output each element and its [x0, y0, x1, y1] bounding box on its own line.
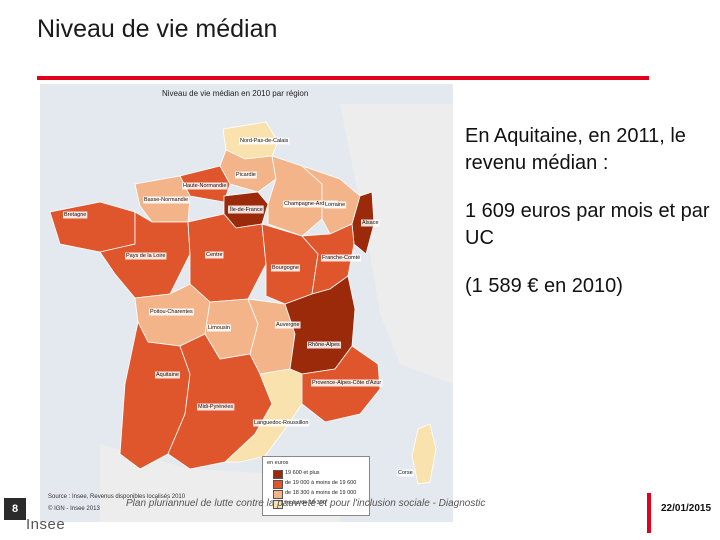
region-label-background [324, 201, 347, 209]
key-figure-intro: En Aquitaine, en 2011, le revenu médian … [465, 125, 686, 174]
key-figure-monthly: 1 609 euros par mois et par UC [465, 200, 710, 249]
region-label: Lorraine [325, 202, 345, 208]
key-figure-2010: (1 589 € en 2010) [465, 275, 623, 297]
title-divider [37, 76, 649, 80]
map-copyright: © IGN - Insee 2013 [48, 506, 100, 512]
region-label: Aquitaine [156, 372, 179, 378]
footer-text: Plan pluriannuel de lutte contre la pauv… [126, 498, 486, 509]
region-label-background [205, 251, 224, 259]
region-label-background [397, 469, 414, 477]
region-label: Bourgogne [272, 265, 299, 271]
insee-logo: Insee [26, 516, 66, 533]
footer-date: 22/01/2015 [661, 503, 712, 514]
region-label: Rhône-Alpes [308, 342, 340, 348]
region-label: Languedoc-Roussillon [254, 420, 308, 426]
legend-label: 19 600 et plus [285, 470, 320, 476]
legend-swatch [273, 500, 283, 509]
legend-swatch [273, 480, 283, 489]
region-label: Picardie [236, 172, 256, 178]
legend-swatch [273, 490, 283, 499]
map-svg: Nord-Pas-de-Calais Picardie Haute-Normandi… [40, 84, 453, 522]
region-label: Champagne-Ardenne [284, 201, 337, 207]
region-map: Nord-Pas-de-Calais Picardie Haute-Normandi… [40, 84, 453, 522]
region-label: Midi-Pyrénées [198, 404, 233, 410]
region-label: Franche-Comté [322, 255, 360, 261]
map-source: Source : Insee, Revenus disponibles loca… [48, 494, 186, 500]
region-label: Provence-Alpes-Côte d'Azur [312, 380, 381, 386]
region-label-background [63, 211, 88, 219]
region-label: Pays de la Loire [126, 253, 165, 259]
region-label: Poitou-Charentes [150, 309, 193, 315]
region-label-background [271, 264, 300, 272]
region-label: Centre [206, 252, 223, 258]
region-centre [187, 213, 267, 303]
region-label-background [311, 379, 383, 387]
region-bretagne [49, 201, 136, 253]
region-label-background [125, 252, 167, 260]
region-label-background [275, 321, 301, 329]
region-label: Île-de-France [229, 206, 263, 213]
key-figures-text: En Aquitaine, en 2011, le revenu médian … [465, 123, 717, 321]
legend-item: 19 600 et plus [273, 470, 367, 479]
region-label: Corse [398, 470, 413, 476]
footer-divider [647, 493, 651, 533]
legend-label: de 18 300 à moins de 19 000 [285, 490, 357, 496]
region-label-background [283, 200, 338, 208]
map-legend: en euros 19 600 et plus de 19 000 à moin… [262, 456, 370, 516]
region-label-background [307, 341, 342, 349]
region-corse [411, 423, 437, 485]
region-label-background [239, 137, 290, 145]
legend-item: de 19 000 à moins de 19 600 [273, 480, 367, 489]
page-number: 8 [4, 498, 26, 520]
region-label: Limousin [208, 325, 230, 331]
legend-label: moins de 18 300 [285, 500, 326, 506]
legend-swatch [273, 470, 283, 479]
legend-title: en euros [267, 460, 289, 466]
region-label-background [321, 254, 362, 262]
map-title: Niveau de vie médian en 2010 par région [162, 89, 309, 98]
region-label-background [228, 205, 264, 214]
legend-item: moins de 18 300 [273, 500, 367, 509]
region-label-background [149, 308, 195, 316]
legend-item: de 18 300 à moins de 19 000 [273, 490, 367, 499]
region-label-background [253, 419, 310, 427]
region-label-background [182, 182, 228, 190]
region-label-background [235, 171, 257, 179]
region-label-background [197, 403, 235, 411]
legend-label: de 19 000 à moins de 19 600 [285, 480, 357, 486]
region-label: Nord-Pas-de-Calais [240, 138, 289, 144]
region-label: Bretagne [64, 212, 86, 218]
region-label-background [361, 219, 380, 227]
region-label: Alsace [362, 220, 379, 226]
region-label-background [143, 196, 190, 204]
slide-title: Niveau de vie médian [37, 15, 278, 43]
region-label: Auvergne [276, 322, 300, 328]
neighbour-land-east [340, 104, 453, 384]
region-label: Haute-Normandie [183, 183, 226, 189]
region-label-background [207, 324, 232, 332]
region-label: Basse-Normandie [144, 197, 188, 203]
region-label-background [155, 371, 180, 379]
